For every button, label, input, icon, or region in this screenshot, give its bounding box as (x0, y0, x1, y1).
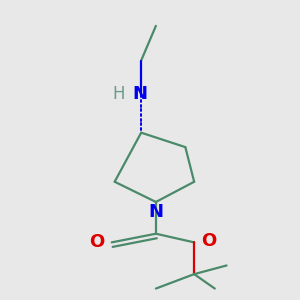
Text: N: N (148, 203, 164, 221)
Text: O: O (89, 233, 104, 251)
Text: N: N (132, 85, 147, 103)
Text: O: O (202, 232, 217, 250)
Text: H: H (112, 85, 125, 103)
